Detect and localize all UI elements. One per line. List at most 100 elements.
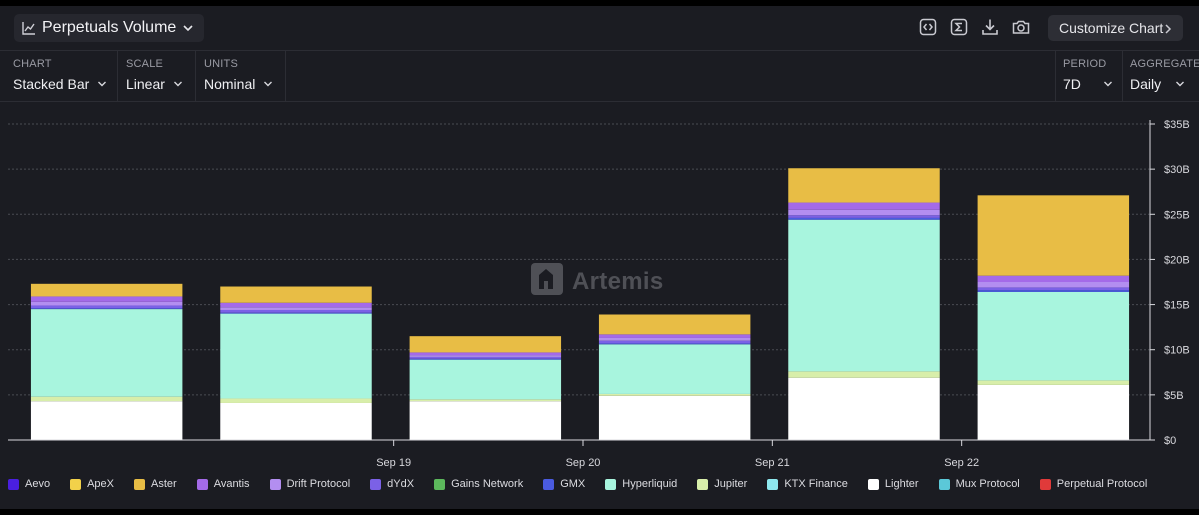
bar-segment-jupiter[interactable] [220,398,372,403]
bar-segment-aster[interactable] [409,336,562,353]
legend-item[interactable]: Gains Network [434,478,523,490]
bar-segment-aster[interactable] [220,286,372,303]
bar-segment-aster[interactable] [977,195,1130,276]
period-select[interactable]: PERIOD 7D [1055,51,1122,101]
legend-swatch [767,478,779,490]
code-embed-icon[interactable] [918,17,938,37]
camera-icon[interactable] [1011,17,1031,37]
bar-segment-dydx[interactable] [788,215,940,218]
y-tick-label: $35B [1164,119,1190,131]
legend-item[interactable]: Lighter [867,478,919,490]
bar-segment-aster[interactable] [598,314,751,335]
scale-select[interactable]: SCALE Linear [118,51,196,101]
legend-swatch [196,478,208,490]
legend-swatch [134,478,145,490]
bar-segment-dydx[interactable] [409,356,562,359]
bar-segment-dydx[interactable] [30,305,183,309]
bar-segment-gmx[interactable] [409,358,562,360]
chart-type-value: Stacked Bar [13,76,90,92]
bar-segment-hyperliquid[interactable] [598,344,751,394]
bar-segment-avantis[interactable] [598,334,751,338]
legend-item[interactable]: KTX Finance [767,478,848,490]
aggregate-label: AGGREGATE [1130,58,1199,70]
bar-segment-drift-protocol[interactable] [409,355,562,357]
bar-segment-jupiter[interactable] [30,396,183,402]
legend-label: Mux Protocol [955,478,1020,490]
download-icon[interactable] [980,17,1000,37]
chevron-down-icon [263,76,273,92]
legend-swatch [1039,478,1051,490]
legend-item[interactable]: Aevo [8,478,50,490]
bar-segment-drift-protocol[interactable] [977,282,1130,288]
aggregate-select[interactable]: AGGREGATE Daily [1122,51,1199,101]
bar-segment-aster[interactable] [788,168,940,203]
bar-segment-hyperliquid[interactable] [220,313,372,399]
bar-segment-dydx[interactable] [220,309,372,313]
legend-item[interactable]: Avantis [196,478,250,490]
legend-label: Hyperliquid [622,478,678,490]
bar-segment-jupiter[interactable] [977,380,1130,385]
bar-segment-lighter[interactable] [409,401,562,440]
legend-item[interactable]: Drift Protocol [269,478,350,490]
legend-item[interactable]: Perpetual Protocol [1039,478,1148,490]
legend-item[interactable]: Mux Protocol [938,478,1020,490]
line-chart-icon [22,21,36,35]
y-tick-label: $20B [1164,254,1190,266]
chart-controls: CHART Stacked Bar SCALE Linear UNITS Nom… [0,50,1199,102]
legend-item[interactable]: GMX [543,478,585,490]
customize-chart-button[interactable]: Customize Chart [1048,15,1183,41]
legend-swatch [434,478,446,490]
bar-segment-lighter[interactable] [220,402,372,440]
units-select[interactable]: UNITS Nominal [196,51,286,101]
bar-segment-dydx[interactable] [598,340,751,344]
bar-segment-avantis[interactable] [220,302,372,308]
bar-segment-jupiter[interactable] [598,393,751,396]
legend-label: Lighter [884,478,919,490]
bar-segment-avantis[interactable] [409,352,562,356]
legend-label: GMX [560,478,586,490]
bar-segment-dydx[interactable] [977,287,1130,291]
bar-segment-jupiter[interactable] [409,399,562,402]
bar-segment-lighter[interactable] [788,377,940,440]
bar-segment-drift-protocol[interactable] [598,337,751,341]
legend-label: Avantis [213,478,250,490]
bar-segment-drift-protocol[interactable] [788,209,940,216]
bar-segment-gmx[interactable] [220,312,372,314]
bar-segment-gmx[interactable] [977,290,1130,292]
bar-segment-hyperliquid[interactable] [977,291,1130,381]
legend-item[interactable]: Hyperliquid [605,478,677,490]
bar-segment-drift-protocol[interactable] [220,307,372,310]
bar-segment-drift-protocol[interactable] [30,301,183,306]
bar-segment-lighter[interactable] [977,384,1130,440]
legend-item[interactable]: dYdX [370,478,414,490]
bar-segment-hyperliquid[interactable] [30,309,183,397]
legend-label: Perpetual Protocol [1056,478,1148,490]
bar-segment-hyperliquid[interactable] [409,359,562,400]
chevron-down-icon [1103,76,1113,92]
chart-title: Perpetuals Volume [42,19,177,36]
chart-axes: $0 $5B $10B $15B $20B $25B $30B $35B Sep 19 Sep 2… [8,119,1190,469]
bar-segment-lighter[interactable] [30,401,183,440]
legend-item[interactable]: Aster [134,478,177,490]
bar-segment-gmx[interactable] [30,308,183,310]
bar-segment-hyperliquid[interactable] [788,219,940,372]
bar-segment-avantis[interactable] [30,296,183,302]
legend-label: Aster [151,478,177,490]
chart-title-dropdown[interactable]: Perpetuals Volume [14,14,205,42]
bar-segment-aster[interactable] [30,283,183,297]
bar-segment-avantis[interactable] [788,202,940,210]
bar-segment-avantis[interactable] [977,275,1130,282]
bar-segment-gmx[interactable] [788,217,940,220]
legend-item[interactable]: Jupiter [697,478,747,490]
bar-segment-jupiter[interactable] [788,371,940,378]
y-tick-label: $25B [1164,209,1190,221]
chart-type-select[interactable]: CHART Stacked Bar [0,51,118,101]
legend-item[interactable]: ApeX [70,478,114,490]
chevron-down-icon [97,76,107,92]
legend-swatch [605,478,617,490]
bar-segment-lighter[interactable] [598,395,751,440]
sigma-icon[interactable] [949,17,969,37]
bar-segment-gmx[interactable] [598,343,751,345]
chevron-down-icon [1175,76,1185,92]
y-tick-label: $0 [1164,435,1176,447]
